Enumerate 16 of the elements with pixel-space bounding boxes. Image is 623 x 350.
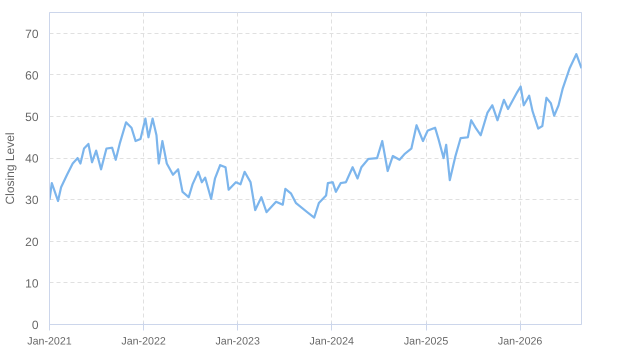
x-tick-label: Jan-2025 bbox=[404, 336, 448, 348]
y-tick-label: 60 bbox=[25, 68, 39, 82]
y-tick-label: 0 bbox=[32, 318, 39, 332]
y-axis-title: Closing Level bbox=[3, 132, 18, 205]
y-tick-label: 70 bbox=[25, 26, 39, 41]
x-tick-label: Jan-2021 bbox=[27, 336, 72, 348]
y-tick-label: 10 bbox=[25, 276, 39, 290]
x-tick-label: Jan-2022 bbox=[121, 336, 166, 348]
y-tick-label: 40 bbox=[25, 152, 39, 166]
x-tick-label: Jan-2024 bbox=[310, 336, 354, 348]
y-tick-label: 50 bbox=[25, 110, 39, 124]
y-tick-label: 30 bbox=[25, 193, 39, 208]
x-tick-label: Jan-2023 bbox=[215, 336, 260, 348]
line-series bbox=[50, 53, 582, 219]
y-tick-label: 20 bbox=[25, 234, 39, 249]
x-tick-label: Jan-2026 bbox=[498, 336, 542, 348]
